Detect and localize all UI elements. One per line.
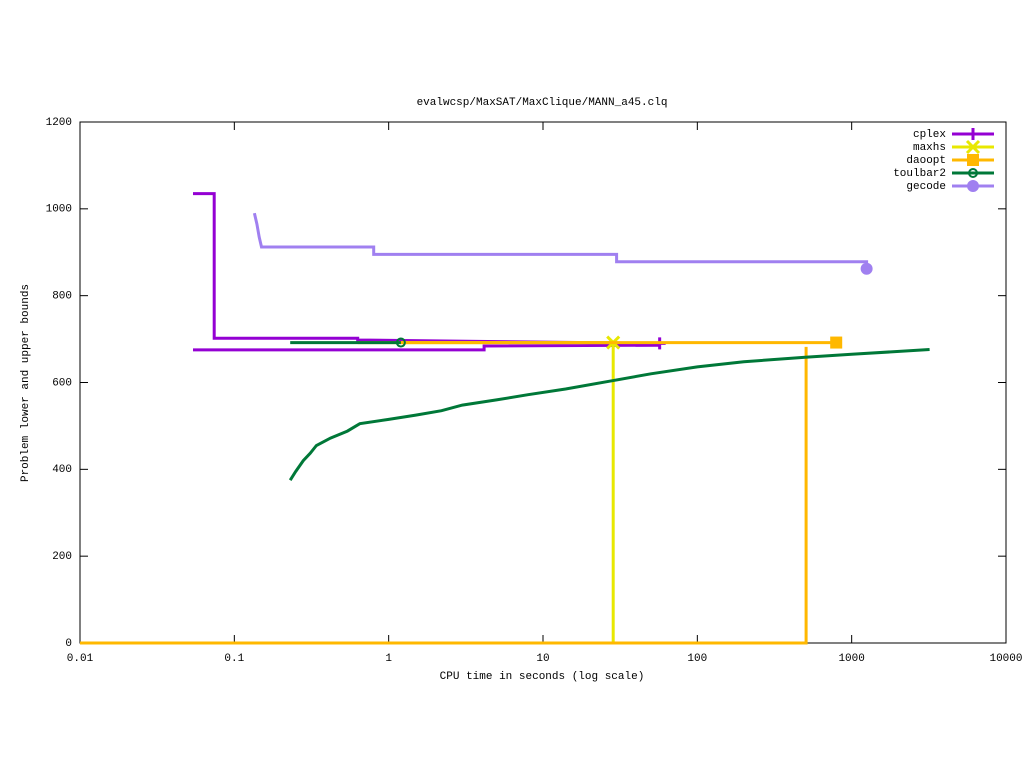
legend-label: cplex <box>913 129 946 141</box>
y-tick-label: 1000 <box>46 204 72 216</box>
marker <box>967 154 979 166</box>
legend-label: gecode <box>906 181 946 193</box>
x-tick-label: 10 <box>536 653 549 665</box>
legend-label: maxhs <box>913 142 946 154</box>
marker <box>395 337 406 348</box>
legend-label: daoopt <box>906 155 946 167</box>
marker <box>860 262 873 275</box>
marker <box>830 336 843 349</box>
series-line <box>288 341 930 482</box>
marker <box>965 139 981 155</box>
marker <box>968 168 978 178</box>
series-line <box>80 341 837 645</box>
y-tick-label: 600 <box>52 377 72 389</box>
marker <box>967 180 979 192</box>
series-line <box>252 212 869 269</box>
chart-title: evalwcsp/MaxSAT/MaxClique/MANN_a45.clq <box>417 97 668 109</box>
x-tick-label: 100 <box>687 653 707 665</box>
x-axis-label: CPU time in seconds (log scale) <box>440 671 645 683</box>
x-tick-label: 10000 <box>989 653 1022 665</box>
y-tick-label: 0 <box>65 638 72 650</box>
x-tick-label: 1 <box>385 653 392 665</box>
y-axis-label: Problem lower and upper bounds <box>20 284 32 482</box>
legend-label: toulbar2 <box>893 168 946 180</box>
y-tick-label: 200 <box>52 551 72 563</box>
x-tick-label: 0.1 <box>224 653 244 665</box>
series-line <box>80 341 615 645</box>
y-tick-label: 800 <box>52 291 72 303</box>
x-tick-label: 0.01 <box>67 653 94 665</box>
series-line <box>193 192 660 352</box>
y-tick-label: 1200 <box>46 117 72 129</box>
y-tick-label: 400 <box>52 464 72 476</box>
x-tick-label: 1000 <box>838 653 864 665</box>
plot-border <box>79 121 1007 644</box>
marker <box>967 128 979 140</box>
